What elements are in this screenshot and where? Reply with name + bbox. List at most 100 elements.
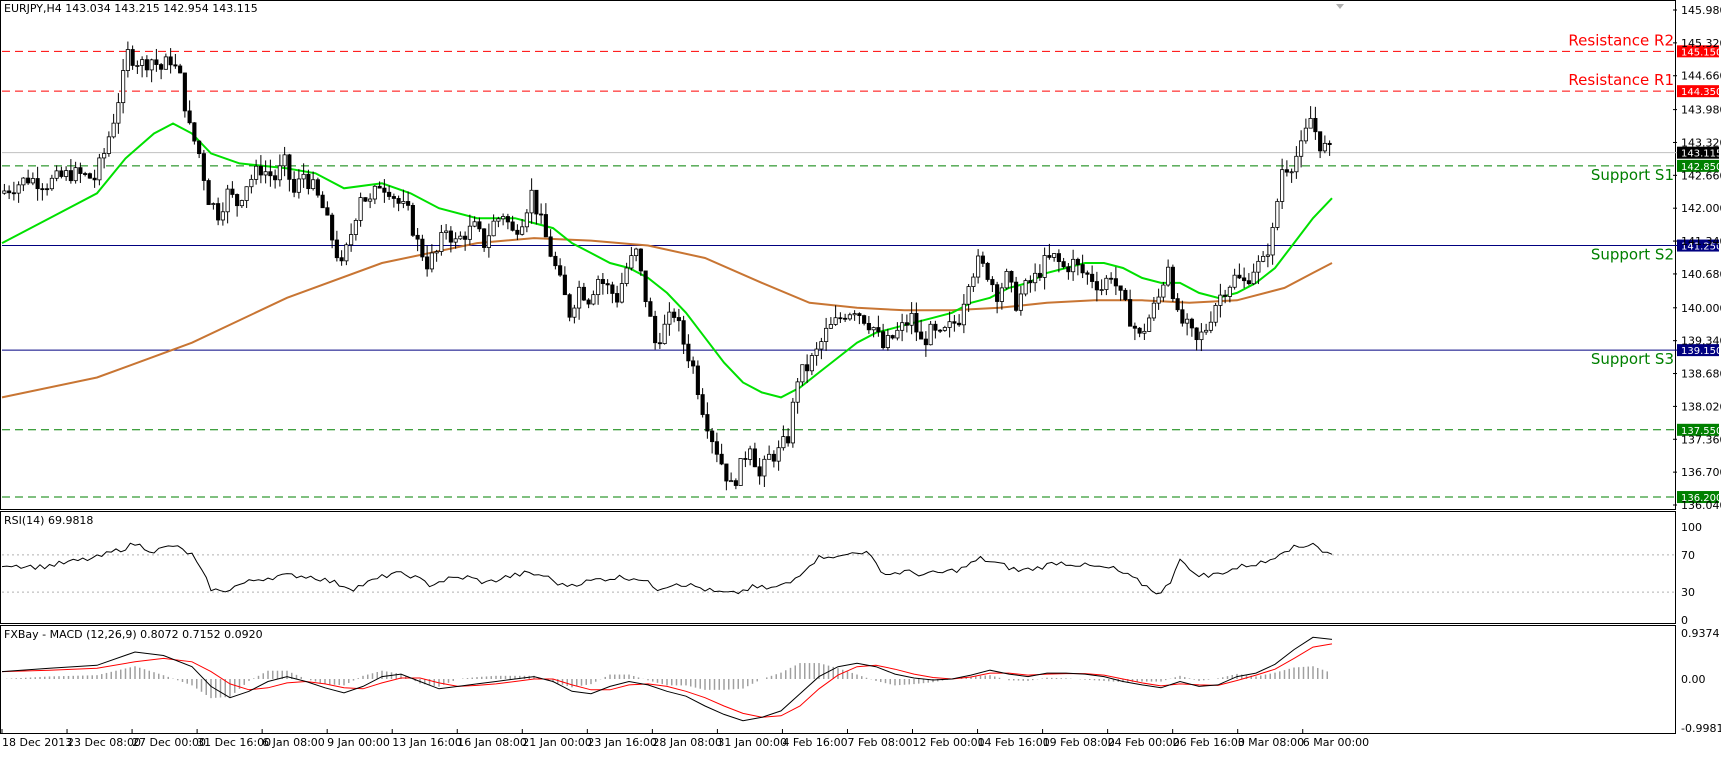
candle-body bbox=[501, 216, 506, 220]
price-tick-label: 140.000 bbox=[1681, 302, 1721, 315]
candle-body bbox=[1166, 266, 1171, 286]
x-tick-label: 21 Jan 00:00 bbox=[522, 736, 592, 749]
candle-body bbox=[296, 178, 301, 193]
candle-body bbox=[45, 188, 50, 191]
candle-body bbox=[125, 49, 130, 71]
current-price-label: 143.115 bbox=[1681, 149, 1721, 160]
macd-tick-label: 0.9374 bbox=[1681, 627, 1720, 640]
candle-body bbox=[339, 257, 344, 262]
candle-body bbox=[1227, 286, 1232, 297]
candle-body bbox=[287, 154, 292, 180]
candle-body bbox=[681, 320, 686, 345]
candle-body bbox=[1156, 296, 1161, 304]
candle-body bbox=[1318, 131, 1323, 152]
x-tick-label: 4 Feb 16:00 bbox=[782, 736, 847, 749]
macd-panel-frame bbox=[0, 625, 1676, 734]
candle-body bbox=[510, 221, 515, 231]
candle-body bbox=[852, 313, 857, 316]
candle-body bbox=[1194, 327, 1199, 341]
candle-body bbox=[885, 335, 890, 349]
candle-body bbox=[1213, 305, 1218, 323]
candle-body bbox=[1270, 227, 1275, 256]
candle-body bbox=[847, 314, 852, 320]
candle-body bbox=[444, 230, 449, 233]
price-tick-label: 141.340 bbox=[1681, 235, 1721, 248]
candle-body bbox=[814, 348, 819, 356]
candle-body bbox=[662, 323, 667, 345]
candle-body bbox=[7, 190, 12, 194]
candle-body bbox=[615, 293, 620, 303]
candle-body bbox=[429, 252, 434, 270]
candle-body bbox=[824, 327, 829, 342]
candle-body bbox=[1099, 289, 1104, 291]
candle-body bbox=[121, 70, 126, 104]
candle-body bbox=[249, 178, 254, 188]
candle-body bbox=[54, 170, 59, 179]
candle-body bbox=[529, 189, 534, 214]
candle-body bbox=[786, 436, 791, 444]
candle-body bbox=[691, 360, 696, 367]
x-tick-label: 23 Dec 08:00 bbox=[67, 736, 141, 749]
candle-body bbox=[629, 255, 634, 269]
candle-body bbox=[1208, 321, 1213, 331]
candle-body bbox=[382, 187, 387, 193]
candle-body bbox=[263, 171, 268, 176]
candle-body bbox=[111, 122, 116, 138]
candle-body bbox=[330, 214, 335, 241]
candle-body bbox=[1261, 255, 1266, 262]
candle-body bbox=[453, 238, 458, 243]
candle-body bbox=[1085, 272, 1090, 275]
candle-body bbox=[1308, 117, 1313, 129]
candle-body bbox=[149, 59, 154, 71]
price-tick-label: 137.360 bbox=[1681, 433, 1721, 446]
candle-body bbox=[21, 177, 26, 186]
candle-body bbox=[914, 312, 919, 333]
level-price-label: 137.550 bbox=[1681, 426, 1721, 437]
x-tick-label: 31 Dec 16:00 bbox=[197, 736, 271, 749]
candle-body bbox=[1299, 140, 1304, 157]
candle-body bbox=[895, 329, 900, 339]
candle-body bbox=[577, 286, 582, 309]
candle-body bbox=[173, 64, 178, 67]
candle-body bbox=[710, 430, 715, 443]
candle-body bbox=[1009, 270, 1014, 283]
candle-body bbox=[1275, 201, 1280, 228]
candle-body bbox=[182, 72, 187, 112]
candle-body bbox=[1042, 255, 1047, 278]
candle-body bbox=[999, 287, 1004, 302]
x-tick-label: 19 Feb 08:00 bbox=[1043, 736, 1115, 749]
candle-body bbox=[591, 294, 596, 305]
scroll-marker-icon[interactable] bbox=[1336, 4, 1344, 9]
candle-body bbox=[596, 279, 601, 296]
candle-body bbox=[1223, 294, 1228, 297]
candle-body bbox=[192, 122, 197, 142]
ma-slow-line bbox=[1, 237, 1333, 399]
candle-body bbox=[16, 184, 21, 194]
candle-body bbox=[866, 322, 871, 331]
ma-fast-line bbox=[1, 122, 1333, 399]
candle-body bbox=[244, 186, 249, 201]
candle-body bbox=[496, 218, 501, 222]
candle-body bbox=[543, 214, 548, 238]
candle-body bbox=[1056, 253, 1061, 262]
candle-body bbox=[1080, 264, 1085, 274]
rsi-line bbox=[1, 542, 1333, 595]
level-name: Resistance R2 bbox=[1568, 31, 1674, 49]
candle-body bbox=[1265, 254, 1270, 257]
level-name: Support S1 bbox=[1591, 166, 1674, 184]
candle-body bbox=[524, 212, 529, 228]
level-price-label: 139.150 bbox=[1681, 346, 1721, 357]
candle-body bbox=[1128, 299, 1133, 327]
candle-body bbox=[1327, 142, 1332, 145]
candle-body bbox=[890, 335, 895, 339]
candle-body bbox=[990, 279, 995, 286]
price-tick-label: 136.040 bbox=[1681, 499, 1721, 512]
candle-body bbox=[767, 453, 772, 460]
macd-signal-line bbox=[1, 643, 1333, 718]
candle-body bbox=[216, 203, 221, 221]
candle-body bbox=[1147, 317, 1152, 332]
candle-body bbox=[1033, 272, 1038, 284]
candle-body bbox=[1199, 331, 1204, 341]
candle-body bbox=[353, 220, 358, 235]
candle-body bbox=[482, 228, 487, 248]
